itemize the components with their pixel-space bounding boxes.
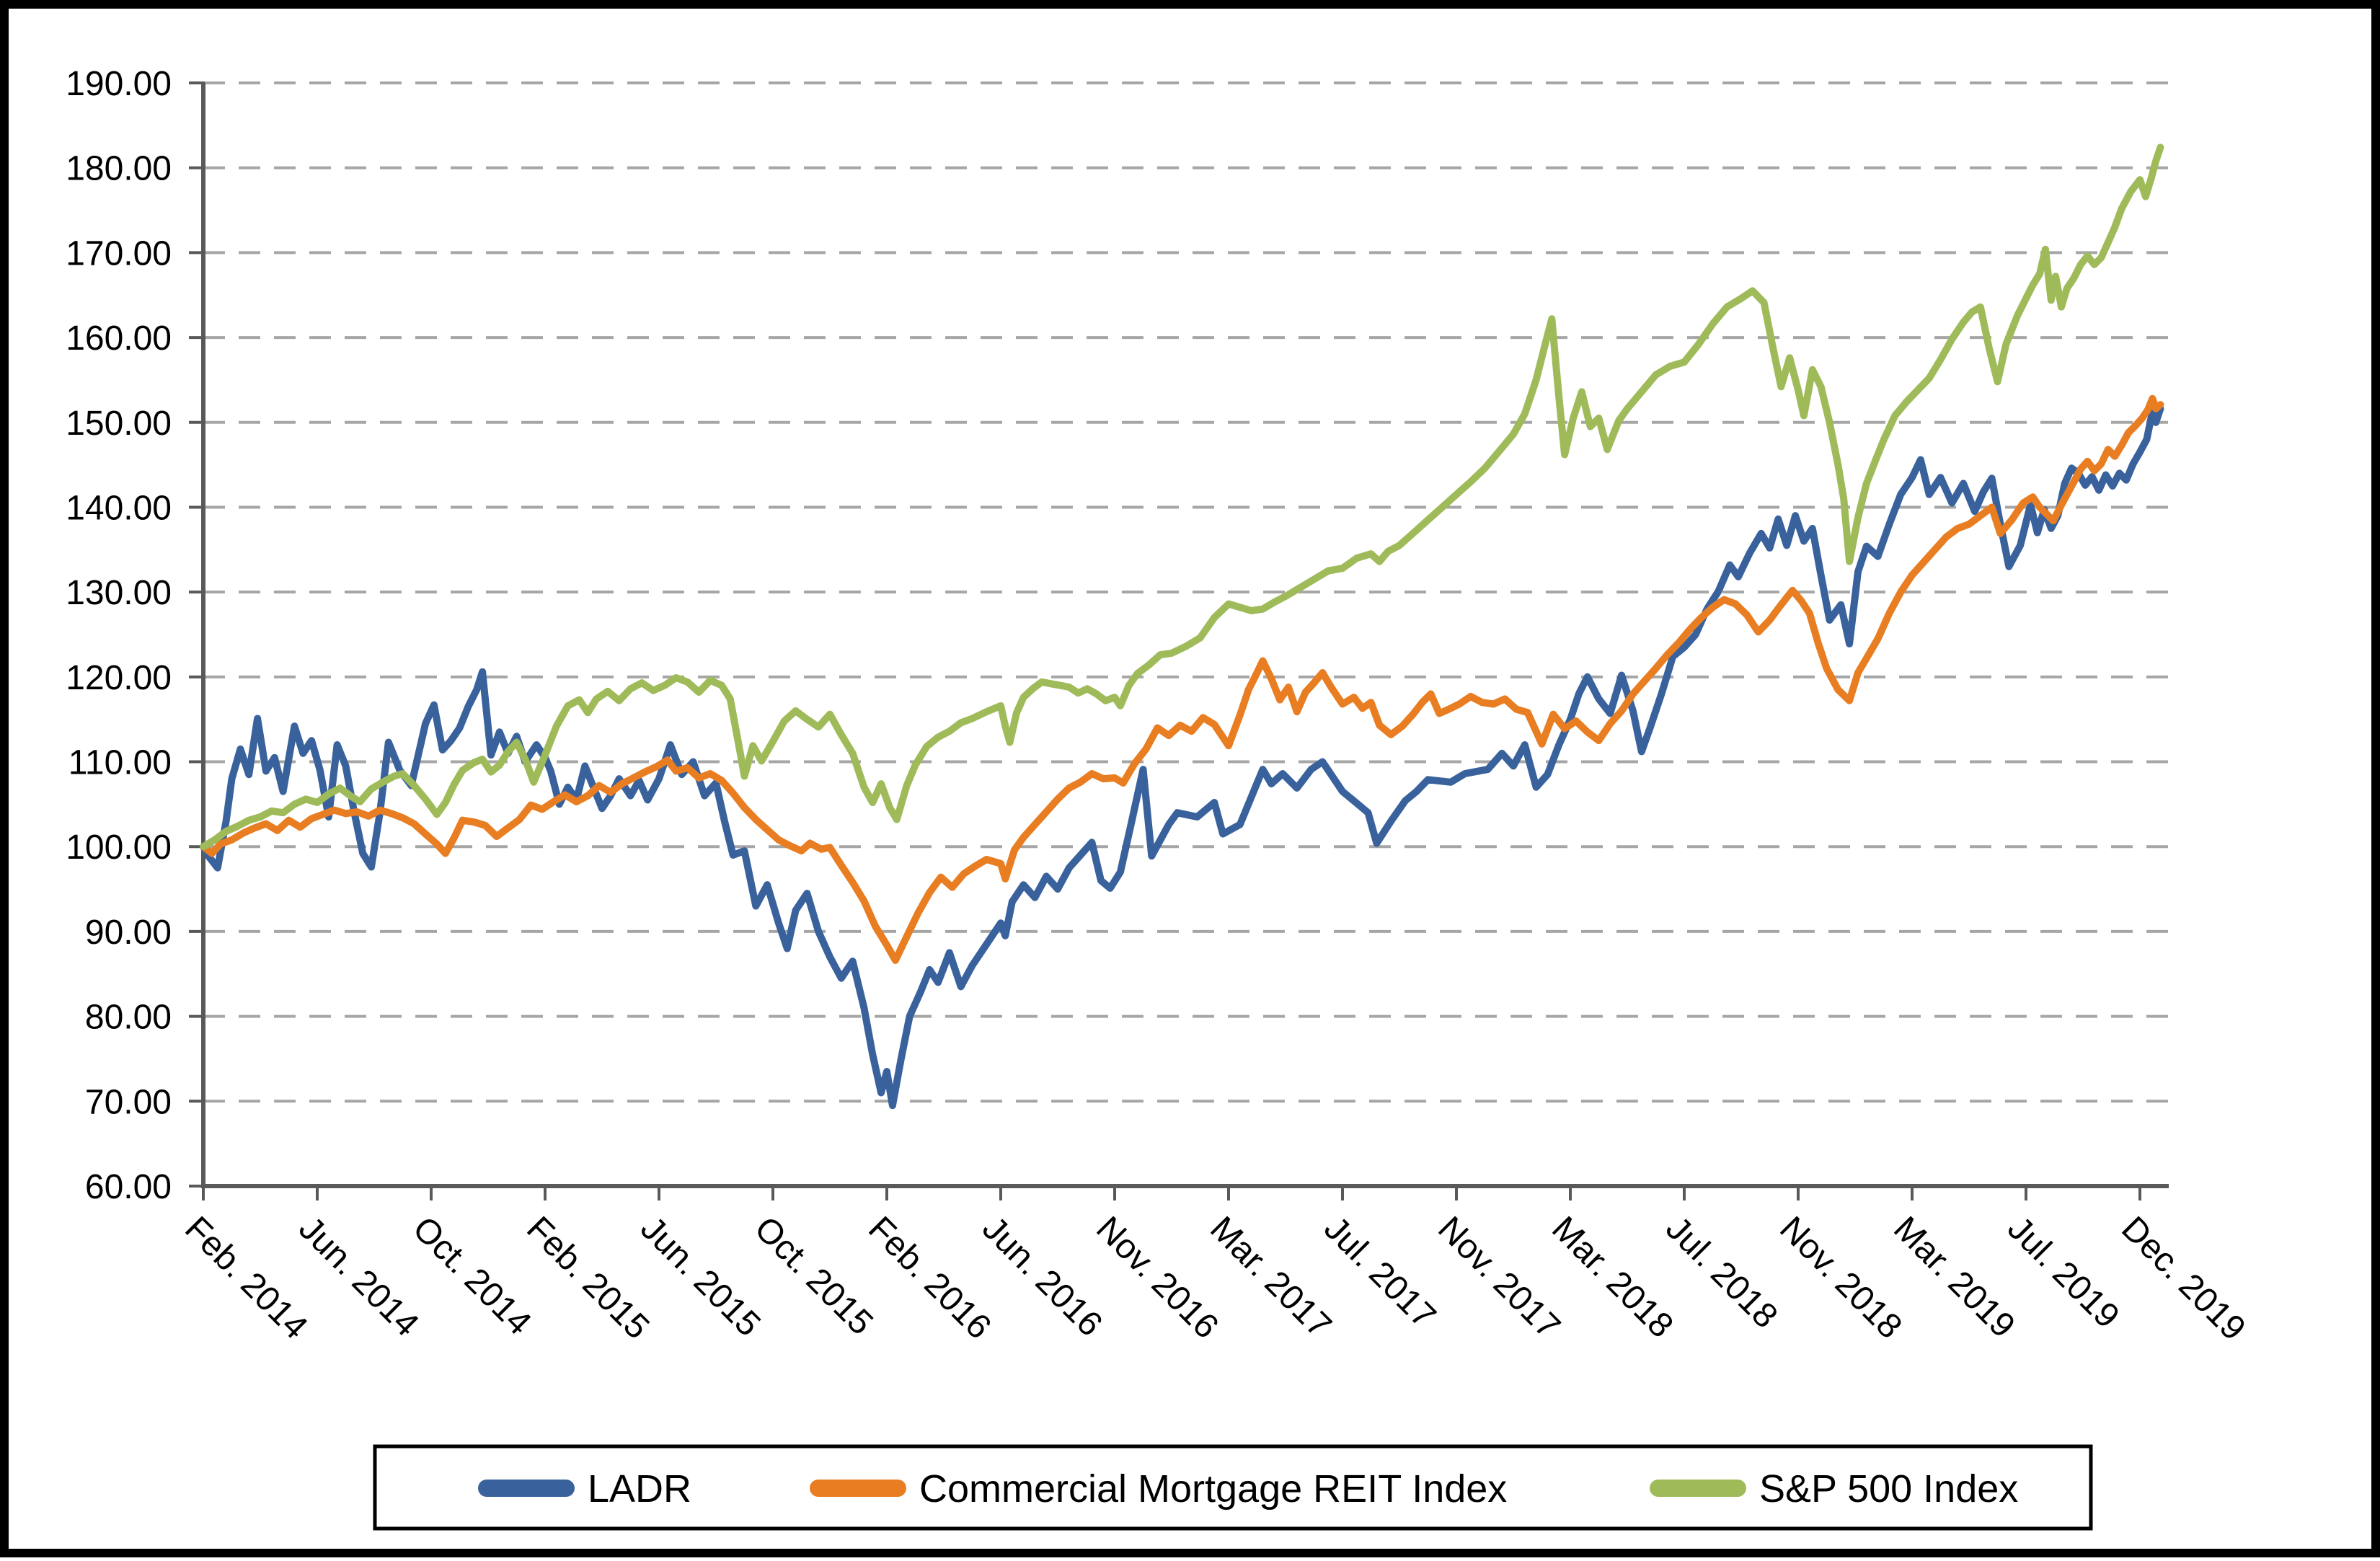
series-line-commercial-mortgage-reit-index	[200, 394, 2164, 964]
legend-label-sp500-index: S&P 500 Index	[1759, 1467, 2018, 1511]
y-tick-label-130: 130.00	[66, 574, 172, 612]
series-line-s-p-500-index	[200, 143, 2164, 851]
y-tick-label-170: 170.00	[66, 234, 172, 273]
legend-label-ladr: LADR	[588, 1467, 691, 1511]
legend-label-cm-reit-index: Commercial Mortgage REIT Index	[919, 1467, 1507, 1511]
y-tick-label-110: 110.00	[68, 744, 172, 782]
y-tick-label-180: 180.00	[66, 150, 172, 188]
series-line-ladr	[200, 404, 2164, 1110]
legend: LADR Commercial Mortgage REIT Index S&P …	[373, 1444, 2093, 1531]
series-lines	[200, 143, 2164, 1110]
legend-box	[373, 1444, 2093, 1531]
y-tick-label-160: 160.00	[66, 319, 172, 358]
y-tick-label-140: 140.00	[66, 489, 172, 527]
gridlines	[203, 81, 2169, 1103]
y-tick-label-100: 100.00	[66, 828, 172, 867]
y-tick-label-60: 60.00	[85, 1168, 172, 1206]
y-tick-label-150: 150.00	[66, 404, 172, 443]
y-axis-labels: 190.00 180.00 170.00 160.00 150.00 140.00 130.…	[66, 65, 172, 1206]
y-tick-label-80: 80.00	[85, 999, 172, 1037]
y-tick-label-90: 90.00	[85, 914, 172, 952]
y-tick-label-190: 190.00	[66, 65, 172, 103]
y-tick-label-70: 70.00	[85, 1083, 172, 1121]
y-tick-label-120: 120.00	[66, 659, 172, 697]
